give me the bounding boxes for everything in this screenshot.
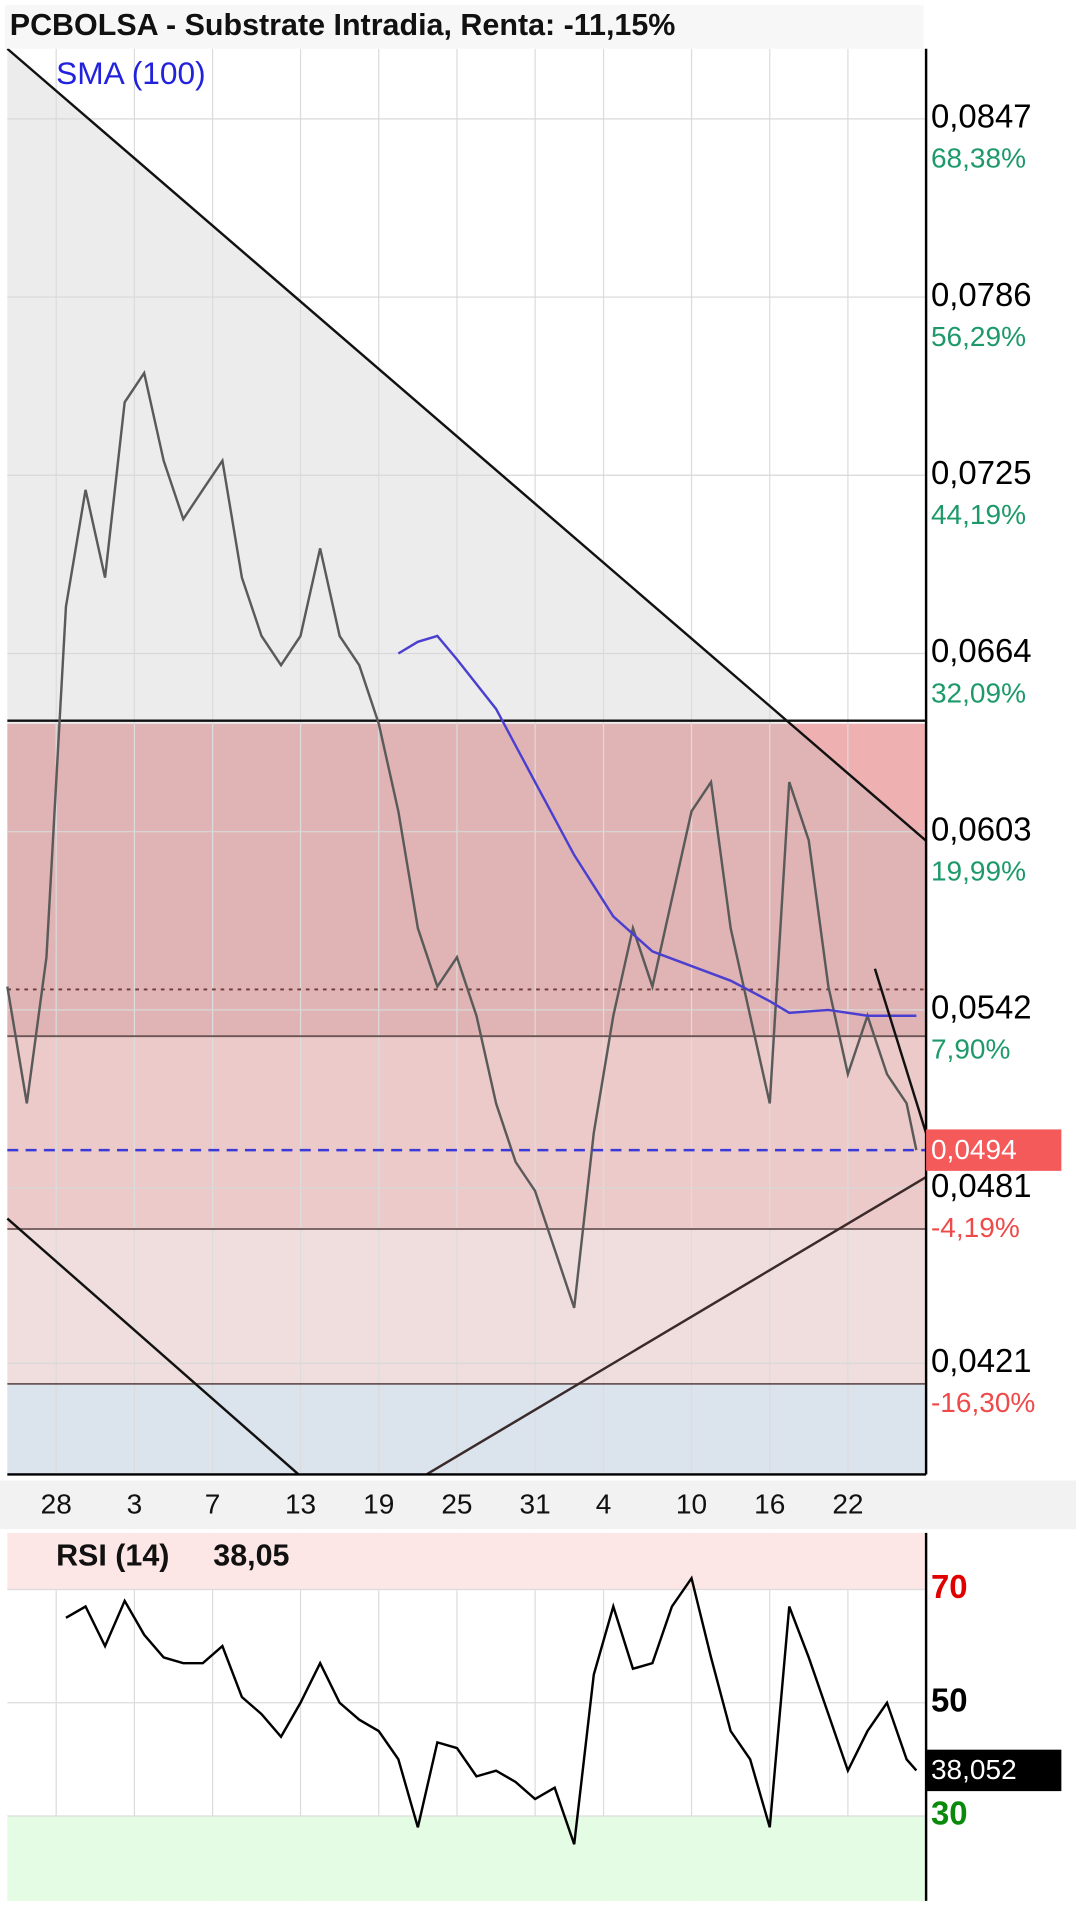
legend-entry: SMA (100) [56, 55, 206, 91]
y-tick-label: 70 [931, 1568, 968, 1605]
y-tick-label: 0,0725 [931, 454, 1032, 491]
price-line [6, 369, 918, 1309]
y-pct-label: 56,29% [931, 321, 1026, 352]
x-tick-label: 4 [596, 1489, 612, 1520]
trend-line [6, 1217, 300, 1476]
y-tick-label: 50 [931, 1681, 968, 1718]
x-tick-label: 3 [127, 1489, 143, 1520]
zone [7, 1035, 927, 1229]
separator [0, 1480, 1076, 1530]
sma-line [397, 634, 917, 1017]
x-tick-label: 13 [285, 1489, 316, 1520]
y-pct-label: 7,90% [931, 1034, 1010, 1065]
y-pct-label: 19,99% [931, 856, 1026, 887]
last-price-box [926, 1129, 1062, 1171]
chart-title: PCBOLSA - Substrate Intradia, Renta: -11… [10, 8, 676, 42]
price-line [65, 1575, 918, 1845]
x-tick-label: 7 [205, 1489, 221, 1520]
x-tick-label: 31 [520, 1489, 551, 1520]
labels: 28 3 7 13 19 25 31 4 10 16 22 0,0847 68,38% 0,0786 56,… [41, 98, 1062, 1832]
zone [7, 1384, 927, 1475]
y-tick-label: 0,0481 [931, 1167, 1032, 1204]
y-pct-label: 44,19% [931, 499, 1026, 530]
x-tick-label: 28 [41, 1489, 72, 1520]
y-pct-label: 68,38% [931, 143, 1026, 174]
y-pct-label: -4,19% [931, 1212, 1020, 1243]
title-bg [4, 4, 924, 49]
trend-line [6, 47, 927, 842]
y-tick-label: 0,0664 [931, 632, 1032, 669]
y-tick-label: 0,0786 [931, 276, 1032, 313]
x-tick-label: 16 [754, 1489, 785, 1520]
rsi-current: 38,05 [213, 1538, 289, 1572]
y-tick-label: 0,0603 [931, 810, 1032, 847]
x-tick-label: 19 [363, 1489, 394, 1520]
overbought-zone [7, 1532, 927, 1590]
zone [7, 1228, 927, 1385]
y-tick-label: 30 [931, 1795, 968, 1832]
y-tick-label: 0,0542 [931, 989, 1032, 1026]
rsi-last-box [926, 1749, 1062, 1792]
y-pct-label: -16,30% [931, 1387, 1035, 1418]
y-tick-label: 0,0847 [931, 98, 1032, 135]
marks [6, 369, 927, 1845]
last-price-label: 0,0494 [931, 1134, 1017, 1165]
rsi-last-label: 38,052 [931, 1754, 1017, 1785]
rsi-title: RSI (14) [56, 1538, 169, 1572]
trend-line [425, 1176, 927, 1476]
x-tick-label: 25 [441, 1489, 472, 1520]
grid [7, 48, 927, 1901]
y-pct-label: 32,09% [931, 677, 1026, 708]
trend-line [873, 968, 928, 1134]
y-tick-label: 0,0421 [931, 1342, 1032, 1379]
x-tick-label: 22 [832, 1489, 863, 1520]
x-tick-label: 10 [676, 1489, 707, 1520]
oversold-zone [7, 1815, 927, 1901]
trend-lines [6, 47, 928, 1476]
